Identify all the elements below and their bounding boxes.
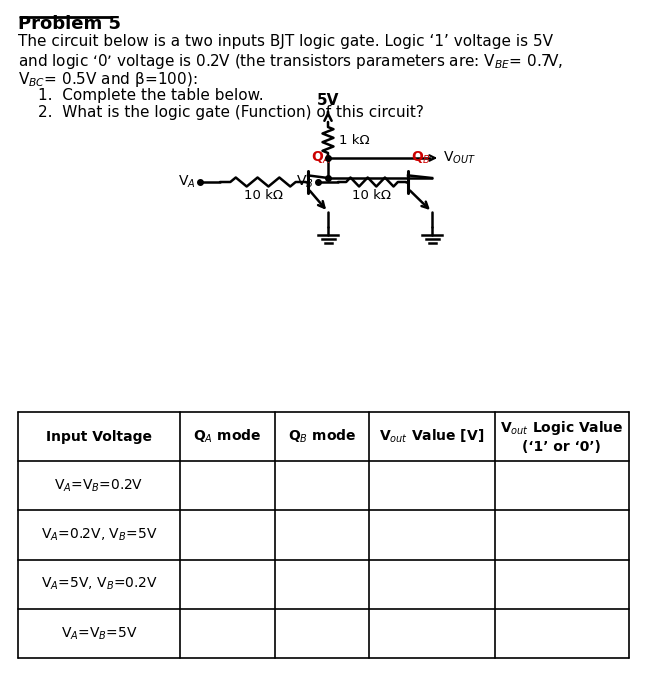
- Text: V$_{BC}$= 0.5V and β=100):: V$_{BC}$= 0.5V and β=100):: [18, 70, 197, 89]
- Text: V$_{out}$ Value [V]: V$_{out}$ Value [V]: [379, 428, 485, 445]
- Text: 10 kΩ: 10 kΩ: [353, 189, 391, 202]
- Text: 2.  What is the logic gate (Function) of this circuit?: 2. What is the logic gate (Function) of …: [38, 105, 424, 120]
- Text: V$_A$=V$_B$=0.2V: V$_A$=V$_B$=0.2V: [54, 477, 144, 494]
- Text: Q$_A$ mode: Q$_A$ mode: [193, 428, 261, 445]
- Text: V$_A$=V$_B$=5V: V$_A$=V$_B$=5V: [61, 625, 137, 642]
- Text: V$_{OUT}$: V$_{OUT}$: [443, 150, 476, 166]
- Text: V$_A$: V$_A$: [179, 174, 196, 190]
- Text: Input Voltage: Input Voltage: [46, 430, 152, 444]
- Text: and logic ‘0’ voltage is 0.2V (the transistors parameters are: V$_{BE}$= 0.7V,: and logic ‘0’ voltage is 0.2V (the trans…: [18, 52, 563, 71]
- Text: V$_A$=5V, V$_B$=0.2V: V$_A$=5V, V$_B$=0.2V: [41, 576, 157, 592]
- Text: 5V: 5V: [317, 93, 339, 108]
- Text: Q$_A$: Q$_A$: [311, 150, 331, 166]
- Text: V$_{out}$ Logic Value
(‘1’ or ‘0’): V$_{out}$ Logic Value (‘1’ or ‘0’): [500, 419, 624, 454]
- Text: V$_B$: V$_B$: [296, 174, 314, 190]
- Text: V$_A$=0.2V, V$_B$=5V: V$_A$=0.2V, V$_B$=5V: [41, 527, 157, 543]
- Text: The circuit below is a two inputs BJT logic gate. Logic ‘1’ voltage is 5V: The circuit below is a two inputs BJT lo…: [18, 34, 553, 49]
- Text: Q$_B$: Q$_B$: [411, 150, 431, 166]
- Text: Problem 5: Problem 5: [18, 15, 121, 33]
- Text: Q$_B$ mode: Q$_B$ mode: [288, 428, 356, 445]
- Text: 1 kΩ: 1 kΩ: [339, 134, 369, 146]
- Text: 10 kΩ: 10 kΩ: [243, 189, 283, 202]
- Text: 1.  Complete the table below.: 1. Complete the table below.: [38, 88, 263, 103]
